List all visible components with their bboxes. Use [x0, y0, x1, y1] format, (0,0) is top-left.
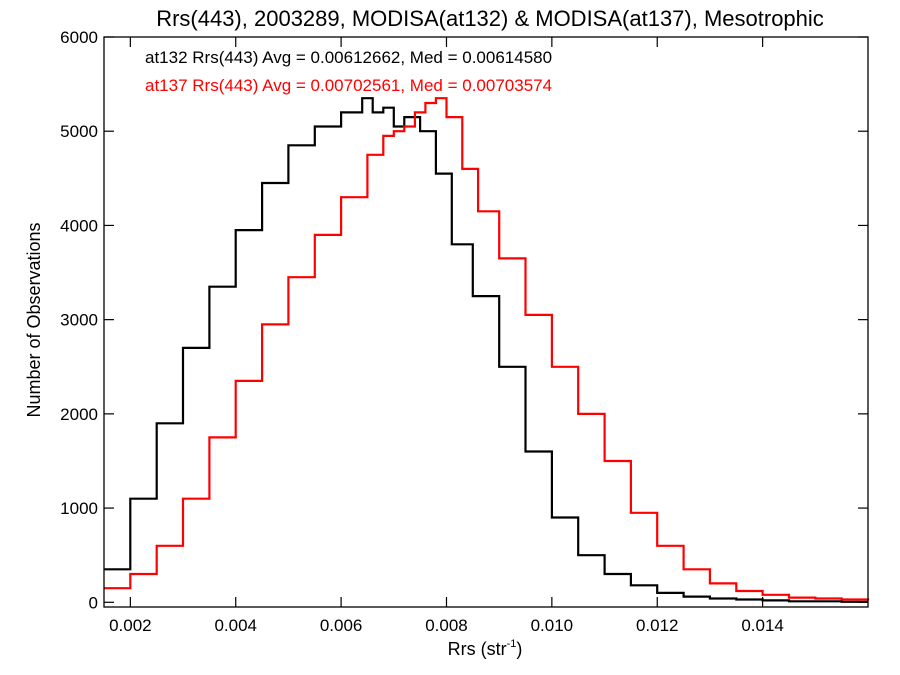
legend-entry-at132: at132 Rrs(443) Avg = 0.00612662, Med = 0…: [145, 48, 552, 67]
x-tick-label: 0.008: [425, 616, 468, 635]
y-axis-label: Number of Observations: [24, 222, 44, 417]
x-tick-label: 0.002: [109, 616, 152, 635]
series-line-at137: [104, 97, 870, 601]
y-tick-label: 2000: [60, 405, 98, 424]
x-tick-label: 0.006: [320, 616, 363, 635]
y-tick-label: 0: [89, 593, 98, 612]
legend-entry-at137: at137 Rrs(443) Avg = 0.00702561, Med = 0…: [145, 76, 552, 95]
plot-area: 0.002 0.004 0.006 0.008 0.010 0.012 0.014 0 1000…: [60, 28, 870, 635]
y-tick-label: 4000: [60, 216, 98, 235]
series-line-at132: [104, 97, 868, 603]
x-tick-label: 0.004: [214, 616, 257, 635]
plot-frame: [103, 36, 869, 608]
x-tick-label: 0.010: [531, 616, 574, 635]
y-tick-label: 3000: [60, 311, 98, 330]
y-tick-label: 6000: [60, 28, 98, 47]
y-tick-label: 5000: [60, 122, 98, 141]
chart-title: Rrs(443), 2003289, MODISA(at132) & MODIS…: [156, 6, 824, 31]
y-tick-label: 1000: [60, 499, 98, 518]
x-tick-label: 0.014: [741, 616, 784, 635]
x-axis-label: Rrs (str-1): [448, 638, 523, 659]
x-tick-label: 0.012: [636, 616, 679, 635]
